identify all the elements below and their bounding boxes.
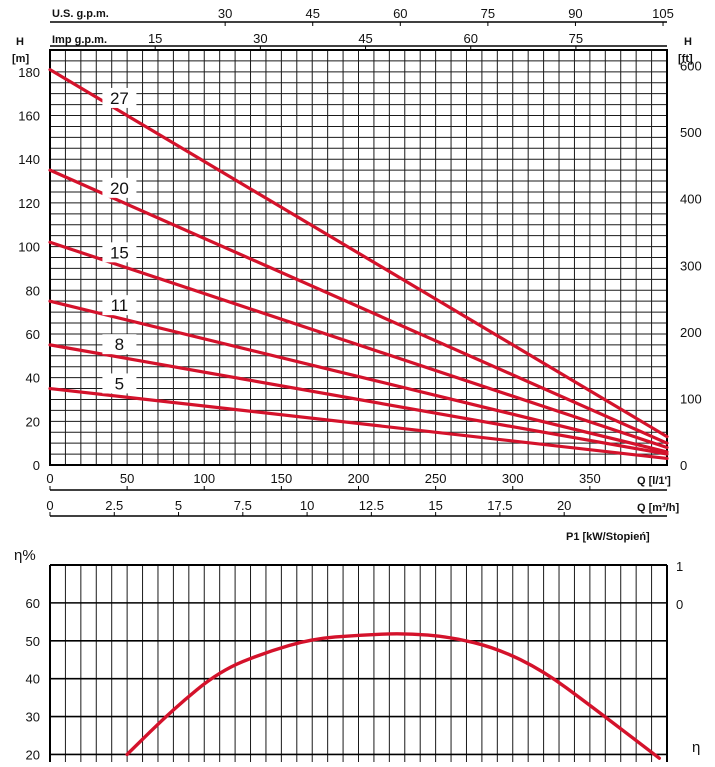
efficiency-chart-series [125, 632, 661, 760]
head-ft-tick-label: 200 [680, 325, 702, 340]
q-lpm-tick-label: 150 [271, 471, 293, 486]
us-gpm-tick-label: 45 [305, 6, 319, 21]
imp-gpm-axis-label: Imp g.p.m. [52, 34, 107, 46]
head-curve-5 [48, 386, 669, 461]
q-m3h-tick-label: 5 [175, 498, 182, 513]
head-ft-tick-label: 100 [680, 391, 702, 406]
head-chart-series: 27 20 15 11 8 5 [48, 68, 669, 461]
head-ft-tick-label: 0 [680, 458, 687, 473]
us-gpm-axis-label: U.S. g.p.m. [52, 8, 109, 20]
head-curve-label-box [102, 87, 137, 108]
q-lpm-tick-label: 350 [579, 471, 601, 486]
imp-gpm-tick-label: 30 [253, 31, 267, 46]
us-gpm-tick-label: 105 [652, 6, 674, 21]
head-chart-frame [49, 49, 668, 466]
head-m-tick-label: 120 [18, 196, 40, 211]
q-m3h-tick-label: 7.5 [234, 498, 252, 513]
q-lpm-axis-label: Q [l/1'] [637, 475, 671, 487]
us-gpm-tick-label: 90 [568, 6, 582, 21]
eff-tick-label: 60 [26, 596, 40, 611]
head-m-tick-label: 80 [26, 283, 40, 298]
eta-series-label: η [692, 739, 700, 756]
right-axis-letter: H [684, 36, 692, 48]
imp-gpm-tick-label: 60 [463, 31, 477, 46]
head-ft-tick-label: 500 [680, 125, 702, 140]
efficiency-chart-axes: 20 30 40 50 60 1 0 [26, 559, 684, 762]
imp-gpm-tick-label: 45 [358, 31, 372, 46]
eff-tick-label: 50 [26, 634, 40, 649]
q-lpm-tick-label: 0 [46, 471, 53, 486]
q-m3h-tick-label: 2.5 [105, 498, 123, 513]
head-ft-tick-label: 600 [680, 59, 702, 74]
q-lpm-tick-label: 50 [120, 471, 134, 486]
head-curve-label-20: 20 [110, 179, 129, 198]
head-m-tick-label: 0 [33, 458, 40, 473]
p1-tick-label: 0 [676, 597, 683, 612]
q-m3h-tick-label: 12.5 [359, 498, 384, 513]
head-curve-label-27: 27 [110, 89, 129, 108]
head-curve-27 [48, 68, 669, 439]
imp-gpm-tick-label: 15 [148, 31, 162, 46]
q-lpm-tick-label: 200 [348, 471, 370, 486]
head-chart-border [49, 49, 668, 466]
head-m-tick-label: 160 [18, 109, 40, 124]
head-curve-20 [48, 168, 669, 445]
efficiency-curve [125, 632, 661, 760]
head-curve-15 [48, 240, 669, 450]
head-curve-label-11: 11 [111, 296, 129, 315]
head-m-tick-label: 20 [26, 414, 40, 429]
imp-gpm-tick-label: 75 [569, 31, 583, 46]
eta-percent-axis-label: η% [14, 547, 36, 564]
head-curve-label-box [102, 334, 137, 355]
q-lpm-tick-label: 100 [193, 471, 215, 486]
efficiency-chart-grid [49, 565, 668, 762]
head-curve-label-box [102, 295, 137, 316]
efficiency-chart-frame [49, 564, 668, 762]
head-ft-tick-label: 400 [680, 192, 702, 207]
q-lpm-tick-label: 300 [502, 471, 524, 486]
head-curve-label-5: 5 [115, 374, 124, 393]
head-curve-11 [48, 299, 669, 454]
q-lpm-tick-label: 250 [425, 471, 447, 486]
q-m3h-tick-label: 20 [557, 498, 571, 513]
p1-tick-label: 1 [676, 559, 683, 574]
head-ft-tick-label: 300 [680, 258, 702, 273]
eff-tick-label: 40 [26, 672, 40, 687]
head-m-tick-label: 180 [18, 65, 40, 80]
head-curve-label-8: 8 [115, 335, 124, 354]
q-m3h-tick-label: 15 [428, 498, 442, 513]
head-m-tick-label: 40 [26, 371, 40, 386]
us-gpm-tick-label: 30 [218, 6, 232, 21]
head-curve-label-box [102, 373, 137, 394]
head-curve-label-box [102, 177, 137, 198]
head-curve-label-box [102, 242, 137, 263]
q-m3h-tick-label: 10 [300, 498, 314, 513]
head-m-tick-label: 60 [26, 327, 40, 342]
head-m-tick-label: 140 [18, 152, 40, 167]
left-axis-unit: [m] [12, 53, 29, 65]
head-m-tick-label: 100 [18, 240, 40, 255]
p1-axis-label: P1 [kW/Stopień] [566, 531, 650, 543]
us-gpm-tick-label: 75 [481, 6, 495, 21]
q-m3h-tick-label: 0 [46, 498, 53, 513]
left-axis-letter: H [16, 36, 24, 48]
eff-tick-label: 30 [26, 710, 40, 725]
right-axis-unit: [ft] [678, 53, 693, 65]
us-gpm-tick-label: 60 [393, 6, 407, 21]
head-curve-8 [48, 343, 669, 456]
head-curve-label-15: 15 [110, 243, 129, 262]
q-m3h-axis-label: Q [m³/h] [637, 502, 679, 514]
head-chart-grid [49, 49, 668, 466]
eff-tick-label: 20 [26, 747, 40, 762]
q-m3h-tick-label: 17.5 [487, 498, 512, 513]
